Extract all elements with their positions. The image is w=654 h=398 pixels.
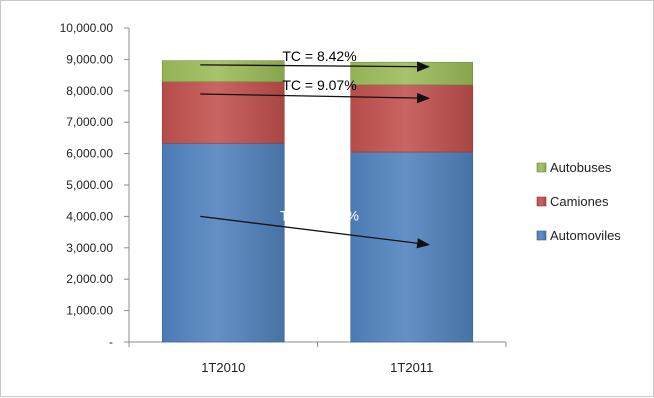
- legend-label-camiones: Camiones: [550, 194, 609, 209]
- y-tick-label: 5,000.00: [66, 178, 113, 192]
- bar-segment-autobuses: [350, 61, 474, 86]
- growth-arrow-automoviles: [200, 215, 431, 249]
- y-tick-label: 2,000.00: [66, 272, 113, 286]
- y-tick-label: 1,000.00: [66, 304, 113, 318]
- bar-segment-camiones: [161, 81, 285, 144]
- legend-swatch-camiones: [536, 196, 547, 207]
- legend-swatch-automoviles: [536, 230, 547, 241]
- bar-segment-camiones: [350, 84, 474, 153]
- growth-arrow-autobuses: [200, 61, 431, 72]
- legend-label-automoviles: Automoviles: [550, 228, 621, 243]
- bar-segment-automoviles: [350, 151, 474, 343]
- y-tick-label: -: [109, 335, 113, 349]
- bar-segment-automoviles: [161, 142, 285, 343]
- y-tick-label: 6,000.00: [66, 147, 113, 161]
- y-tick-label: 9,000.00: [66, 52, 113, 66]
- y-tick-label: 10,000.00: [60, 21, 114, 35]
- legend-label-autobuses: Autobuses: [550, 160, 612, 175]
- x-category-label: 1T2011: [390, 360, 433, 375]
- growth-rate-label-automoviles: TC = -4.43%: [280, 207, 359, 223]
- legend-swatch-autobuses: [536, 162, 547, 173]
- y-tick-label: 8,000.00: [66, 84, 113, 98]
- growth-arrow-camiones: [200, 92, 431, 104]
- y-tick-label: 4,000.00: [66, 209, 113, 223]
- growth-rate-label-camiones: TC = 9.07%: [282, 77, 356, 93]
- bar-segment-autobuses: [161, 60, 285, 82]
- x-category-label: 1T2010: [201, 360, 245, 375]
- growth-rate-label-autobuses: TC = 8.42%: [282, 48, 356, 64]
- y-tick-label: 3,000.00: [66, 241, 113, 255]
- y-tick-label: 7,000.00: [66, 115, 113, 129]
